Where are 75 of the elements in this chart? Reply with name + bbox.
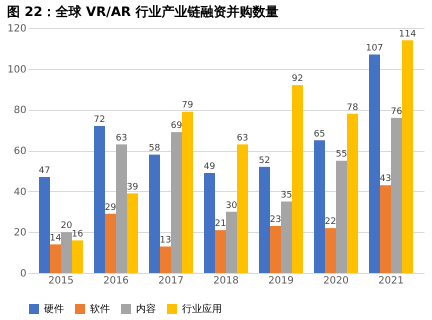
data-label: 76: [390, 106, 402, 117]
y-tick-label: 0: [20, 268, 26, 280]
bar: [380, 185, 391, 273]
data-label: 63: [236, 133, 248, 144]
legend-label: 软件: [90, 303, 110, 315]
bar: [50, 244, 61, 273]
bar: [391, 118, 402, 273]
legend-label: 内容: [136, 303, 156, 315]
bar: [270, 226, 281, 273]
y-tick-label: 20: [14, 228, 26, 239]
x-tick-label: 2017: [158, 276, 184, 286]
x-tick-label: 2020: [323, 276, 349, 286]
data-label: 55: [336, 150, 348, 160]
bar: [160, 246, 171, 273]
data-label: 52: [258, 156, 270, 166]
bar: [116, 144, 127, 273]
data-label: 78: [346, 102, 358, 113]
data-label: 20: [60, 221, 72, 232]
data-label: 107: [366, 44, 384, 54]
bar: [292, 85, 303, 273]
bar: [182, 112, 193, 273]
data-label: 14: [50, 233, 62, 244]
bar: [105, 214, 116, 273]
x-tick-label: 2018: [213, 276, 239, 286]
data-label: 65: [314, 129, 326, 140]
y-tick-label: 120: [7, 24, 26, 34]
bar: [237, 144, 248, 273]
bar: [314, 140, 325, 273]
bar: [369, 54, 380, 273]
y-tick-label: 100: [7, 64, 26, 76]
data-label: 72: [94, 115, 106, 125]
data-label: 58: [148, 144, 160, 154]
data-label: 16: [72, 229, 84, 240]
data-label: 63: [116, 133, 128, 144]
bar: [94, 126, 105, 273]
x-tick-label: 2019: [268, 276, 294, 286]
data-label: 22: [324, 217, 336, 228]
bar: [325, 228, 336, 273]
y-tick-label: 80: [14, 105, 26, 116]
data-label: 13: [160, 235, 172, 246]
bar: [39, 177, 50, 273]
x-tick-label: 2021: [378, 276, 404, 286]
data-label: 30: [226, 200, 238, 211]
bar: [226, 212, 237, 273]
bar: [127, 193, 138, 273]
data-label: 43: [380, 174, 392, 184]
y-tick-label: 60: [14, 146, 26, 157]
legend-label: 硬件: [44, 304, 64, 315]
chart-title: 图 22：全球 VR/AR 行业产业链融资并购数量: [6, 4, 278, 20]
bar: [171, 132, 182, 273]
bar: [259, 166, 270, 273]
data-label: 35: [280, 190, 292, 201]
bar: [204, 172, 215, 273]
data-label: 79: [182, 100, 194, 111]
bar: [281, 202, 292, 273]
legend-label: 行业应用: [182, 303, 222, 315]
bar: [72, 240, 83, 273]
data-label: 47: [38, 166, 50, 176]
data-label: 29: [104, 202, 116, 213]
data-label: 114: [398, 29, 416, 40]
y-tick-label: 40: [14, 186, 26, 198]
bar: [402, 40, 413, 273]
data-label: 23: [270, 215, 282, 226]
bar: [149, 154, 160, 273]
bar: [61, 232, 72, 273]
data-label: 21: [214, 219, 226, 230]
x-tick-label: 2016: [103, 276, 129, 286]
data-label: 69: [170, 121, 182, 132]
x-tick-label: 2015: [48, 276, 74, 286]
data-label: 92: [292, 74, 304, 84]
bar: [336, 160, 347, 273]
bar: [347, 114, 358, 273]
data-label: 49: [204, 162, 216, 172]
bar: [215, 230, 226, 273]
data-label: 39: [126, 182, 138, 192]
